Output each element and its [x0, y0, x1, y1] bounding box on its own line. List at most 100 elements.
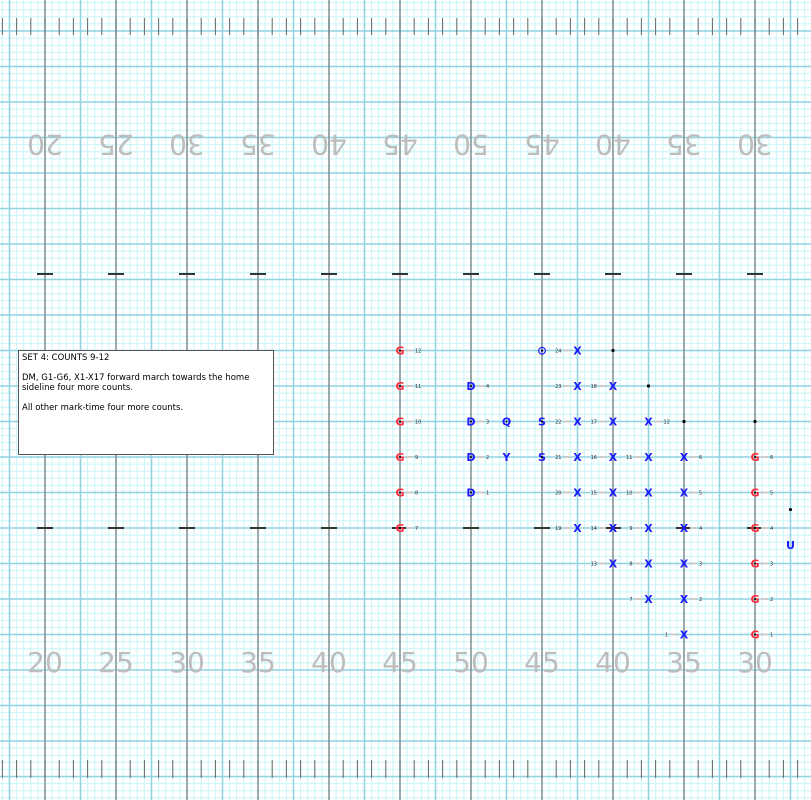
performer-number: 1	[665, 633, 668, 639]
performer-number: 5	[699, 491, 702, 497]
performer-marker: X	[644, 593, 653, 606]
position-dot	[470, 491, 472, 494]
performer-number: 4	[770, 526, 773, 532]
position-dot	[788, 507, 793, 512]
yard-number-bottom: 20	[27, 646, 63, 679]
yard-number-top: 30	[169, 128, 205, 161]
performer-marker: X	[644, 487, 653, 500]
set-instruction-1: DM, G1-G6, X1-X17 forward march towards …	[22, 373, 250, 393]
performer-number: 10	[626, 491, 632, 497]
yard-number-top: 20	[27, 128, 63, 161]
position-dot	[541, 420, 543, 423]
position-dot	[399, 491, 401, 494]
performer-number: 22	[555, 420, 561, 426]
yard-number-bottom: 30	[737, 646, 773, 679]
position-dot	[611, 348, 615, 353]
performer-number: 14	[591, 526, 597, 532]
performer-number: 5	[770, 491, 773, 497]
performer-number: 17	[591, 420, 597, 426]
position-dot	[754, 491, 756, 494]
performer-number: 23	[555, 384, 561, 390]
position-dot	[470, 420, 472, 423]
performer-number: 2	[699, 597, 702, 603]
position-dot	[754, 562, 756, 565]
performer-number: 11	[626, 455, 632, 461]
performer-marker: X	[680, 593, 689, 606]
performer-marker: Y	[502, 451, 512, 464]
performer-number: 11	[415, 384, 421, 390]
performer-marker: X	[609, 416, 618, 429]
performer-marker: X	[573, 416, 582, 429]
performer-number: 6	[770, 455, 773, 461]
position-dot	[399, 456, 401, 458]
performer-marker: X	[680, 522, 689, 535]
performer-number: 18	[591, 384, 597, 390]
performer-number: 3	[486, 420, 489, 426]
yard-number-bottom: 40	[311, 646, 347, 679]
performer-markers: 12G11G10G9G8G7G4D3D2D1DQY⊙SS24X23X22X21X…	[395, 344, 794, 642]
performer-number: 4	[699, 526, 702, 532]
performer-number: 7	[629, 597, 632, 603]
position-dot	[754, 598, 756, 600]
performer-number: 1	[770, 633, 773, 639]
yard-number-top: 40	[595, 128, 631, 161]
performer-marker: X	[573, 345, 582, 358]
yard-number-top: 25	[98, 128, 134, 161]
performer-number: 24	[555, 349, 561, 355]
performer-marker: X	[609, 558, 618, 571]
performer-number: 21	[555, 455, 561, 461]
performer-marker: X	[644, 558, 653, 571]
performer-number: 20	[555, 491, 561, 497]
performer-marker: X	[573, 451, 582, 464]
yard-number-bottom: 45	[524, 646, 560, 679]
yard-number-top: 30	[737, 128, 773, 161]
yard-number-bottom: 35	[666, 646, 702, 679]
performer-marker: X	[644, 451, 653, 464]
position-dot	[399, 349, 401, 352]
performer-number: 6	[699, 455, 702, 461]
performer-number: 3	[770, 562, 773, 568]
set-title: SET 4: COUNTS 9-12	[22, 353, 110, 363]
position-dot	[754, 456, 756, 458]
performer-number: 9	[629, 526, 632, 532]
position-dot	[399, 527, 401, 529]
position-dot	[541, 349, 543, 352]
position-dot	[470, 385, 472, 387]
performer-number: 15	[591, 491, 597, 497]
performer-number: 12	[415, 349, 421, 355]
performer-marker: X	[644, 522, 653, 535]
set-instruction-2: All other mark-time four more counts.	[22, 403, 184, 413]
performer-marker: X	[609, 451, 618, 464]
performer-number: 16	[591, 455, 597, 461]
performer-number: 10	[415, 420, 421, 426]
performer-number: 7	[415, 526, 418, 532]
performer-number: 2	[770, 597, 773, 603]
performer-number: 3	[699, 562, 702, 568]
performer-number: 1	[486, 491, 489, 497]
performer-marker: X	[573, 380, 582, 393]
performer-marker: U	[786, 539, 795, 552]
performer-marker: X	[609, 380, 618, 393]
position-dot	[470, 456, 472, 458]
performer-marker: X	[680, 451, 689, 464]
yard-number-bottom: 25	[98, 646, 134, 679]
performer-number: 12	[664, 420, 670, 426]
yard-number-bottom: 50	[453, 646, 489, 679]
yard-number-bottom: 30	[169, 646, 205, 679]
performer-marker: X	[609, 487, 618, 500]
position-dot	[505, 420, 508, 423]
performer-number: 19	[555, 526, 561, 532]
set-note-box: SET 4: COUNTS 9-12 DM, G1-G6, X1-X17 for…	[18, 350, 274, 455]
performer-marker: X	[573, 487, 582, 500]
performer-marker: X	[573, 522, 582, 535]
position-dot	[753, 419, 757, 424]
performer-marker: X	[680, 487, 689, 500]
performer-number: 2	[486, 455, 489, 461]
position-dot	[754, 633, 756, 636]
performer-marker: X	[680, 558, 689, 571]
yard-number-bottom: 40	[595, 646, 631, 679]
yard-number-top: 45	[382, 128, 418, 161]
